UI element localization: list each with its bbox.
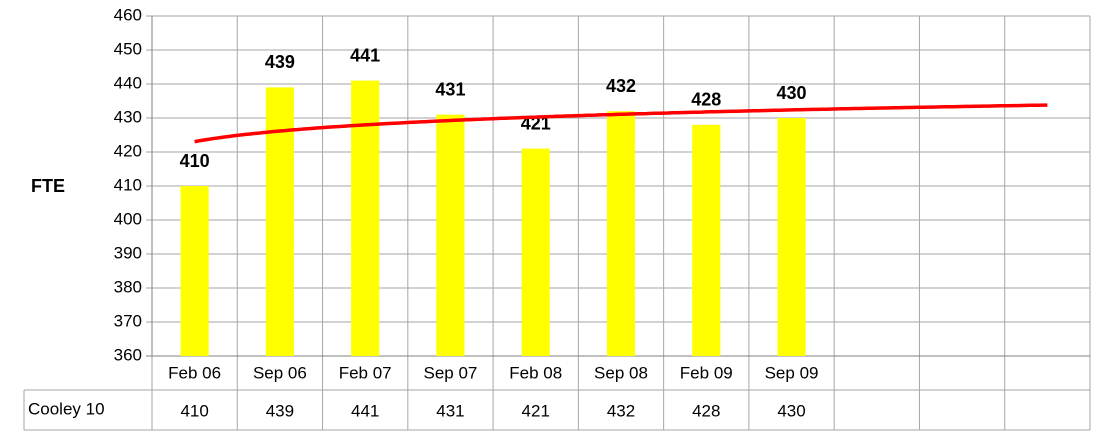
y-axis-label: FTE [31,176,65,196]
y-tick-label: 370 [114,311,142,330]
table-value: 441 [351,401,379,420]
x-tick-label: Feb 07 [339,363,392,382]
bar [692,124,721,356]
x-tick-label: Sep 08 [594,363,648,382]
x-tick-label: Feb 08 [509,363,562,382]
data-label: 410 [180,151,210,171]
bar [521,148,550,356]
y-tick-label: 400 [114,209,142,228]
y-tick-label: 410 [114,175,142,194]
x-tick-label: Feb 09 [680,363,733,382]
y-tick-label: 360 [114,345,142,364]
table-value: 428 [692,401,720,420]
data-label: 439 [265,52,295,72]
data-label: 432 [606,76,636,96]
data-label: 428 [691,90,721,110]
y-tick-label: 420 [114,141,142,160]
x-tick-label: Sep 07 [424,363,478,382]
y-tick-label: 440 [114,73,142,92]
data-label: 431 [435,79,465,99]
table-row-label: Cooley 10 [28,399,105,418]
x-tick-label: Sep 09 [765,363,819,382]
x-tick-label: Sep 06 [253,363,307,382]
bar [777,118,806,356]
y-tick-label: 450 [114,39,142,58]
table-value: 421 [522,401,550,420]
bar [265,87,294,357]
y-tick-label: 460 [114,5,142,24]
bar [606,111,636,356]
data-label: 441 [350,45,380,65]
table-value: 410 [180,401,208,420]
y-tick-label: 430 [114,107,142,126]
x-tick-label: Feb 06 [168,363,221,382]
table-value: 439 [266,401,294,420]
bar [351,80,380,356]
table-value: 431 [436,401,464,420]
trendline [194,103,1048,144]
table-value: 430 [777,401,805,420]
data-label: 430 [777,83,807,103]
bar [180,186,209,356]
y-tick-label: 390 [114,243,142,262]
bar [436,114,465,356]
y-tick-label: 380 [114,277,142,296]
table-value: 432 [607,401,635,420]
